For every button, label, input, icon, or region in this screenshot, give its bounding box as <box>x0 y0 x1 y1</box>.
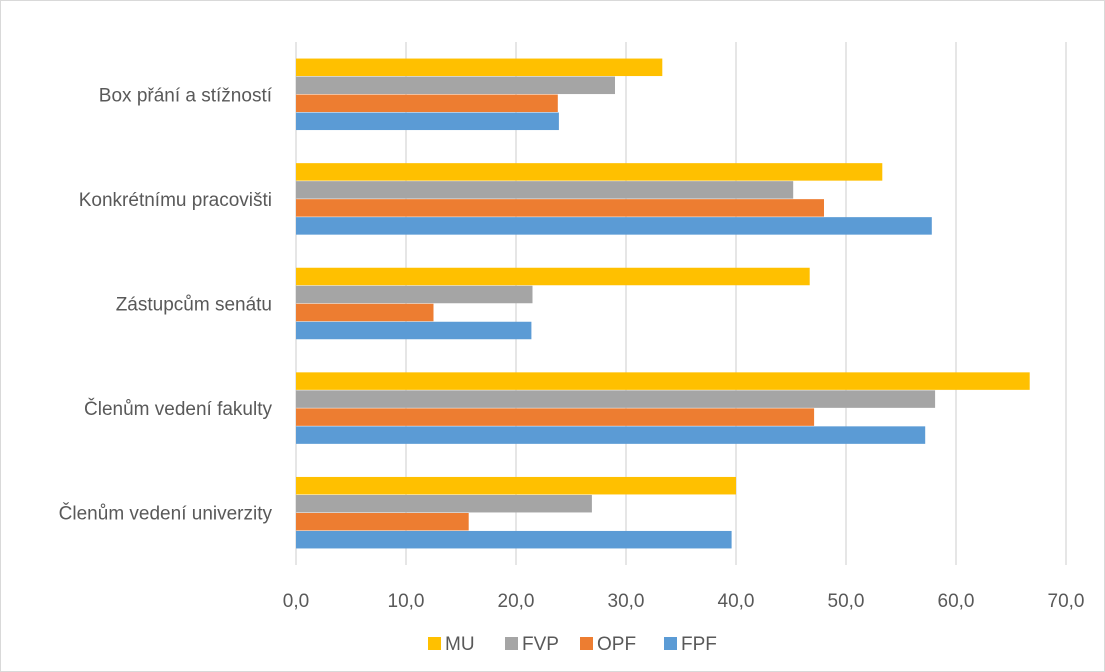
legend-label: MU <box>445 634 475 655</box>
legend-label: FVP <box>522 634 559 655</box>
legend-item-mu: MU <box>428 634 475 655</box>
tick-label: 0,0 <box>283 591 309 612</box>
tick-label: 60,0 <box>938 591 975 612</box>
tick-label: 20,0 <box>498 591 535 612</box>
category-label: Zástupcům senátu <box>116 295 272 316</box>
bar-fpf-5 <box>296 530 732 549</box>
bar-fvp-2 <box>296 181 794 199</box>
bar-fpf-1 <box>296 112 559 131</box>
bar-opf-3 <box>296 303 434 322</box>
tick-label: 10,0 <box>388 591 425 612</box>
category-label: Box přání a stížností <box>99 85 273 106</box>
legend-label: FPF <box>681 634 717 655</box>
legend-item-fpf: FPF <box>664 634 717 655</box>
bar-mu-5 <box>296 476 736 495</box>
tick-label: 40,0 <box>718 591 755 612</box>
value-axis: 0,0 10,0 20,0 30,0 40,0 50,0 60,0 70,0 <box>283 591 1085 612</box>
bars <box>296 58 1030 549</box>
tick-label: 30,0 <box>608 591 645 612</box>
bar-fpf-2 <box>296 217 932 235</box>
bar-mu-4 <box>296 372 1030 390</box>
bar-fpf-4 <box>296 426 926 444</box>
bar-fvp-3 <box>296 285 533 304</box>
legend-swatch <box>505 637 518 650</box>
legend-swatch <box>428 637 441 650</box>
legend-swatch <box>664 637 677 650</box>
bar-fpf-3 <box>296 321 532 340</box>
bar-mu-2 <box>296 163 883 181</box>
legend-swatch <box>580 637 593 650</box>
bar-fvp-4 <box>296 390 936 408</box>
legend-item-opf: OPF <box>580 634 636 655</box>
category-label: Členům vedení univerzity <box>59 503 273 525</box>
category-axis: Box přání a stížností Konkrétnímu pracovi… <box>59 85 273 524</box>
bar-mu-3 <box>296 267 810 286</box>
bar-opf-4 <box>296 408 815 426</box>
legend: MU FVP OPF FPF <box>428 634 717 655</box>
tick-label: 70,0 <box>1048 591 1085 612</box>
bar-opf-2 <box>296 199 824 217</box>
legend-label: OPF <box>597 634 636 655</box>
bar-fvp-1 <box>296 76 615 95</box>
tick-label: 50,0 <box>828 591 865 612</box>
category-label: Členům vedení fakulty <box>84 398 272 420</box>
category-label: Konkrétnímu pracovišti <box>79 190 272 211</box>
bar-opf-5 <box>296 512 469 531</box>
bar-fvp-5 <box>296 494 592 513</box>
bar-opf-1 <box>296 94 558 113</box>
bar-mu-1 <box>296 58 663 77</box>
legend-item-fvp: FVP <box>505 634 559 655</box>
